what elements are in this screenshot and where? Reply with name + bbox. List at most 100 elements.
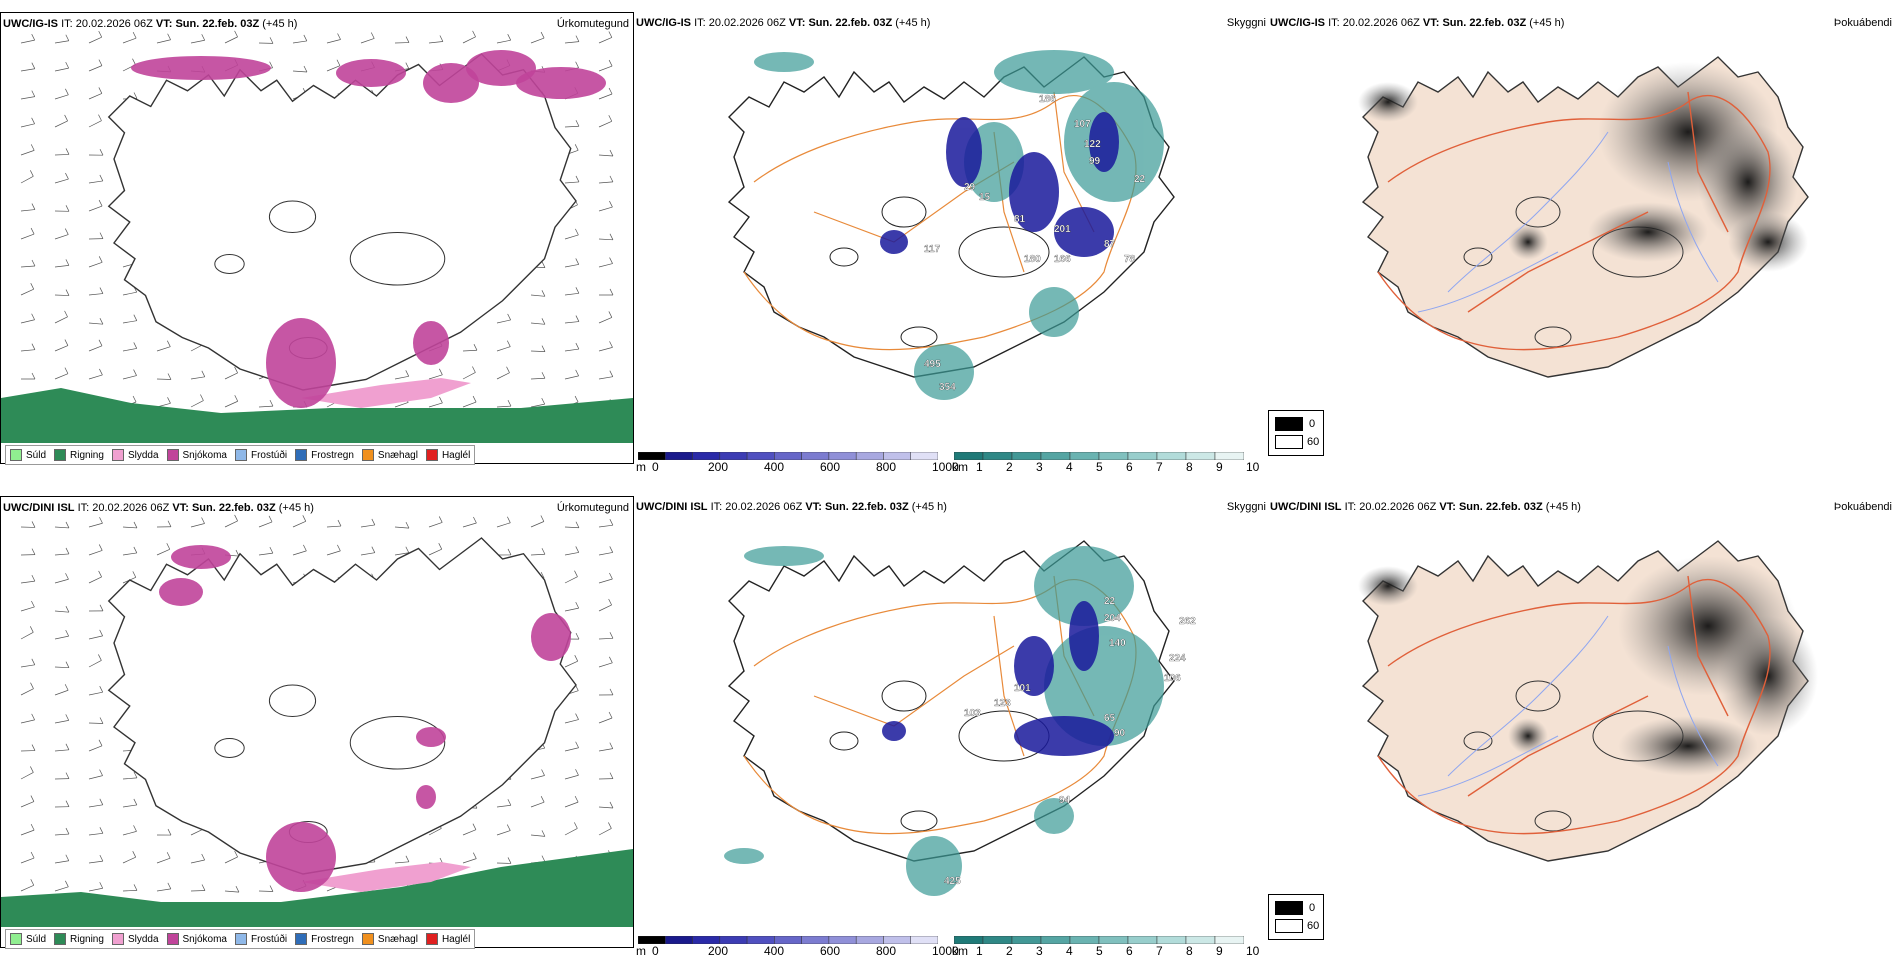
colorbar-swatch — [1070, 452, 1099, 460]
colorbar-swatch — [802, 452, 829, 460]
colorbar-swatch — [693, 936, 720, 944]
legend-swatch — [295, 449, 307, 461]
panel-title-precip: Úrkomutegund — [557, 18, 629, 30]
init-time-value: 20.02.2026 06Z — [725, 501, 802, 513]
valid-time-label: VT: — [789, 17, 806, 29]
colorbar-swatch — [883, 452, 910, 460]
ceiling-value-label: 99 — [1089, 156, 1101, 167]
legend-item-snæhagl: Snæhagl — [362, 933, 418, 945]
visibility-tick: 6 — [1126, 460, 1133, 474]
header-line: UWC/DINI ISL IT: 20.02.2026 06Z VT: Sun.… — [3, 502, 314, 514]
colorbar-swatch — [1012, 452, 1041, 460]
ceiling-tick: 0 — [652, 944, 659, 958]
colorbar-swatch — [1012, 936, 1041, 944]
ceiling-value-label: 224 — [1169, 653, 1186, 664]
ceiling-colorbar-swatches — [638, 452, 938, 460]
colorbar-swatch — [883, 936, 910, 944]
model-name: UWC/IG-IS — [1270, 17, 1325, 29]
valid-time-label: VT: — [156, 18, 173, 30]
legend-label: Frostúði — [251, 450, 287, 461]
visibility-unit: km — [952, 944, 968, 958]
ceiling-value-label: 103 — [964, 708, 981, 719]
colorbar-swatch — [774, 936, 801, 944]
colorbar-swatch — [1215, 936, 1244, 944]
visibility-tick: 1 — [976, 460, 983, 474]
visibility-tick: 5 — [1096, 460, 1103, 474]
visibility-tick: 10 — [1246, 460, 1259, 474]
legend-label: Snjókoma — [183, 934, 227, 945]
valid-time-value: Sun. 22.feb. 03Z — [1459, 501, 1543, 513]
header-line: UWC/IG-IS IT: 20.02.2026 06Z VT: Sun. 22… — [636, 17, 930, 29]
colorbar-swatch — [1099, 936, 1128, 944]
visibility-tick: 1 — [976, 944, 983, 958]
legend-item-haglél: Haglél — [426, 449, 470, 461]
legend-swatch — [167, 449, 179, 461]
visibility-colorbar-swatches — [954, 452, 1244, 460]
model-name: UWC/DINI ISL — [1270, 501, 1342, 513]
ceiling-value-label: 15 — [979, 192, 991, 203]
model-name: UWC/DINI ISL — [3, 502, 75, 514]
lead-time: (+45 h) — [262, 18, 297, 30]
colorbar-swatch — [720, 452, 747, 460]
ceiling-value-label: 22 — [1104, 596, 1116, 607]
legend-label: Snjókoma — [183, 450, 227, 461]
ceiling-value-label: 106 — [1164, 673, 1181, 684]
ceiling-unit: m — [636, 460, 646, 474]
legend-label: Snæhagl — [378, 934, 418, 945]
cloud-map: 1861071229929158120116618087781174953542… — [634, 12, 1268, 452]
ceiling-value-label: 122 — [1084, 139, 1101, 150]
legend-item-haglél: Haglél — [426, 933, 470, 945]
ceiling-value-label: 78 — [1124, 254, 1136, 265]
legend-item-frostúði: Frostúði — [235, 449, 287, 461]
legend-label: Frostúði — [251, 934, 287, 945]
lead-time: (+45 h) — [1546, 501, 1581, 513]
legend-swatch — [54, 933, 66, 945]
ceiling-value-label: 140 — [1109, 638, 1126, 649]
ceiling-tick: 400 — [764, 944, 784, 958]
ceiling-value-label: 354 — [939, 382, 956, 393]
colorbar-swatch — [720, 936, 747, 944]
legend-item-súld: Súld — [10, 933, 46, 945]
init-time-label: IT: — [711, 501, 723, 513]
fog-index-panel: UWC/IG-IS IT: 20.02.2026 06Z VT: Sun. 22… — [1268, 12, 1900, 482]
legend-swatch — [295, 933, 307, 945]
visibility-tick: 5 — [1096, 944, 1103, 958]
legend-item-snæhagl: Snæhagl — [362, 449, 418, 461]
legend-label: Haglél — [442, 934, 470, 945]
legend-swatch — [426, 449, 438, 461]
colorbar-swatch — [1215, 452, 1244, 460]
lead-time: (+45 h) — [279, 502, 314, 514]
legend-swatch — [426, 933, 438, 945]
ceiling-value-label: 65 — [1104, 713, 1116, 724]
colorbar-swatch — [1041, 936, 1070, 944]
legend-swatch — [235, 449, 247, 461]
colorbar-swatch — [1157, 452, 1186, 460]
visibility-tick: 9 — [1216, 944, 1223, 958]
legend-item-frostregn: Frostregn — [295, 449, 354, 461]
ceiling-tick: 800 — [876, 944, 896, 958]
legend-label: Súld — [26, 450, 46, 461]
colorbar-swatch — [911, 936, 938, 944]
ceiling-value-label: 94 — [1059, 795, 1071, 806]
panel-title-fog: Þokuábendi — [1834, 17, 1892, 29]
visibility-tick: 4 — [1066, 944, 1073, 958]
iceland-outline — [109, 54, 576, 390]
colorbar-swatch — [638, 452, 665, 460]
init-time-value: 20.02.2026 06Z — [92, 502, 169, 514]
legend-swatch — [362, 933, 374, 945]
colorbar-swatch — [665, 452, 692, 460]
visibility-tick: 6 — [1126, 944, 1133, 958]
panel-title-precip: Úrkomutegund — [557, 502, 629, 514]
precip-map — [1, 13, 633, 463]
legend-item-súld: Súld — [10, 449, 46, 461]
ceiling-value-label: 117 — [924, 244, 941, 255]
ceiling-tick: 200 — [708, 460, 728, 474]
init-time-value: 20.02.2026 06Z — [1359, 501, 1436, 513]
